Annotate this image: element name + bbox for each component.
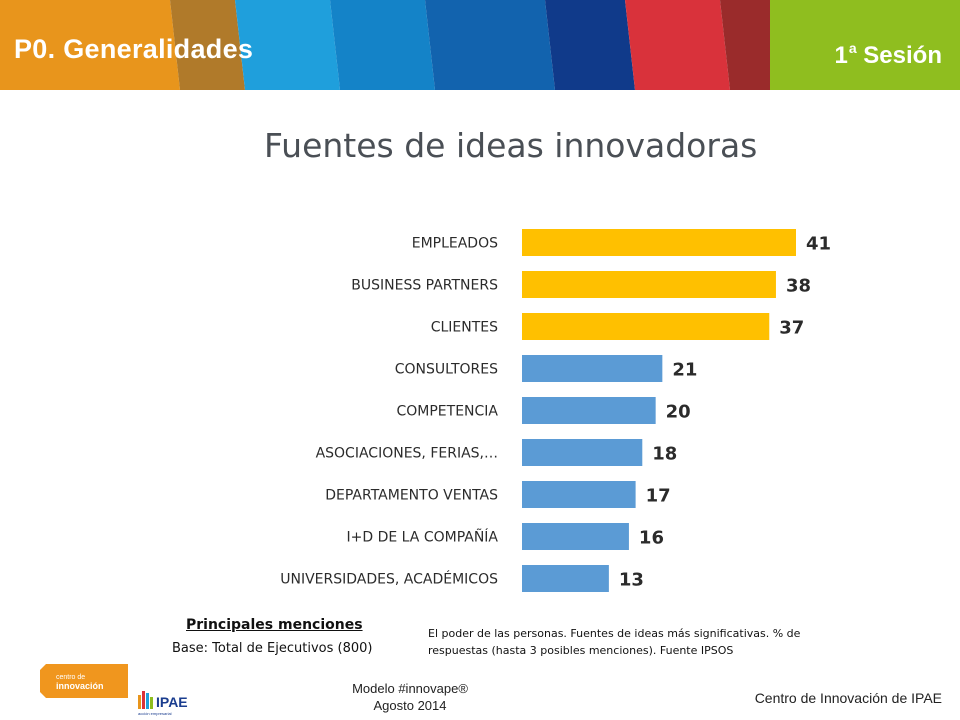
- data-label: 41: [806, 234, 831, 255]
- session-ordinal: a: [848, 40, 857, 56]
- bar: [522, 229, 796, 256]
- chart-title: Fuentes de ideas innovadoras: [264, 126, 758, 165]
- data-label: 17: [646, 486, 671, 507]
- data-label: 38: [786, 276, 811, 297]
- header-stripe: [170, 0, 245, 90]
- centro-innovacion-logo: centro de innovación: [40, 664, 128, 698]
- bar: [522, 565, 609, 592]
- footer-model: Modelo #innovape® Agosto 2014: [300, 680, 520, 714]
- category-label: UNIVERSIDADES, ACADÉMICOS: [280, 571, 498, 588]
- category-label: CONSULTORES: [395, 362, 498, 378]
- bar: [522, 397, 656, 424]
- header-stripe: [770, 0, 960, 90]
- bar: [522, 355, 663, 382]
- category-label: DEPARTAMENTO VENTAS: [325, 488, 498, 504]
- header-stripe: [0, 0, 180, 90]
- data-label: 21: [672, 360, 697, 381]
- category-label: COMPETENCIA: [396, 404, 498, 420]
- data-label: 16: [639, 528, 664, 549]
- header-stripes: [0, 0, 960, 90]
- ci-logo-line1: centro de: [56, 674, 85, 681]
- data-label: 20: [666, 402, 691, 423]
- data-label: 18: [652, 444, 677, 465]
- header-stripe: [720, 0, 770, 90]
- category-label: I+D DE LA COMPAÑÍA: [347, 529, 499, 546]
- footer-organization: Centro de Innovación de IPAE: [754, 690, 942, 706]
- bar: [522, 439, 643, 466]
- bar: [522, 481, 636, 508]
- header-stripe: [545, 0, 635, 90]
- mentions-title: Principales menciones: [186, 617, 363, 633]
- session-label: 1a Sesión: [834, 40, 942, 70]
- category-label: ASOCIACIONES, FERIAS,…: [316, 446, 498, 462]
- header-stripe: [625, 0, 730, 90]
- bar-chart: EMPLEADOS 41 BUSINESS PARTNERS 38 CLIENTES 37…: [280, 229, 831, 592]
- header-stripe: [235, 0, 340, 90]
- page-title: P0. Generalidades: [14, 34, 254, 64]
- category-label: BUSINESS PARTNERS: [351, 278, 498, 294]
- ci-logo-line2: innovación: [56, 681, 104, 691]
- source-note: El poder de las personas. Fuentes de ide…: [428, 627, 801, 657]
- category-label: EMPLEADOS: [412, 236, 498, 252]
- header-banner: P0. Generalidades 1a Sesión: [0, 0, 960, 90]
- header-stripe: [330, 0, 435, 90]
- header-stripe: [425, 0, 555, 90]
- bar: [522, 271, 776, 298]
- footer-date: Agosto 2014: [373, 698, 447, 713]
- category-label: CLIENTES: [431, 320, 498, 336]
- ipae-logo-subtext: acción empresarial: [138, 711, 172, 716]
- footer-model-name: Modelo #innovape®: [352, 681, 468, 696]
- data-label: 13: [619, 570, 644, 591]
- ipae-logo: IPAE acción empresarial: [138, 691, 188, 716]
- bar: [522, 313, 770, 340]
- session-number: 1: [834, 42, 848, 69]
- mentions-base: Base: Total de Ejecutivos (800): [172, 641, 373, 656]
- session-word: Sesión: [863, 42, 942, 69]
- bar: [522, 523, 629, 550]
- ipae-logo-text: IPAE: [156, 694, 188, 710]
- data-label: 37: [779, 318, 804, 339]
